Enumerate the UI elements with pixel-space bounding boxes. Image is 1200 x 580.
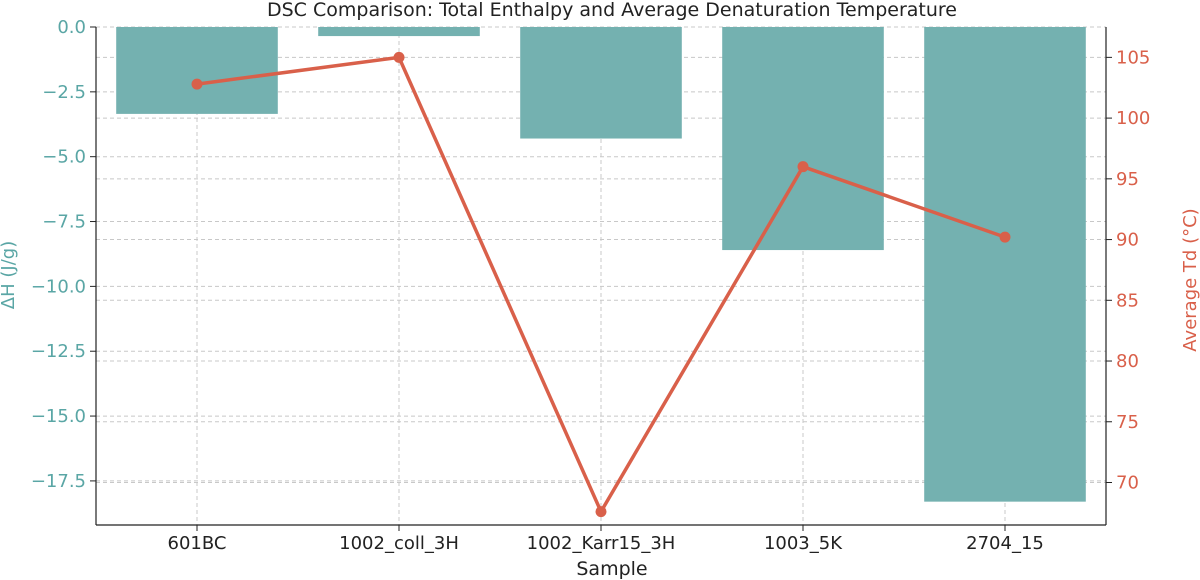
bar-2704_15 [924,27,1086,502]
td-point-2704_15 [999,231,1011,243]
x-tick-label: 1002_coll_3H [339,533,459,554]
left-tick-label: 0.0 [57,17,86,38]
bar-1002_coll_3H [318,27,480,37]
right-y-axis-label: Average Td (°C) [1180,208,1200,351]
right-tick-label: 75 [1116,412,1139,433]
td-point-1003_5K [797,161,809,173]
left-tick-label: −10.0 [31,276,86,297]
right-tick-label: 95 [1116,169,1139,190]
td-point-601BC [191,78,203,90]
left-tick-label: −15.0 [31,406,86,427]
left-tick-label: −12.5 [31,341,86,362]
bar-601BC [116,27,278,114]
right-tick-label: 90 [1116,230,1139,251]
left-y-axis-label: ΔH (J/g) [0,241,19,309]
right-tick-label: 70 [1116,472,1139,493]
bar-1002_Karr15_3H [520,27,682,139]
x-axis-label: Sample [576,558,647,580]
right-tick-label: 85 [1116,290,1139,311]
x-tick-label: 2704_15 [966,533,1044,554]
line-series [191,51,1011,518]
x-axis-ticks: 601BC 1002_coll_3H 1002_Karr15_3H 1003_5K 27… [168,525,1044,554]
x-tick-label: 1002_Karr15_3H [527,533,676,554]
td-point-1002_Karr15_3H [595,506,607,518]
right-tick-label: 105 [1116,47,1150,68]
bar-1003_5K [722,27,884,251]
x-tick-label: 601BC [168,533,227,554]
td-point-1002_coll_3H [393,51,405,63]
x-tick-label: 1003_5K [764,533,843,554]
bar-series [116,27,1086,502]
right-tick-label: 80 [1116,351,1139,372]
chart-title: DSC Comparison: Total Enthalpy and Avera… [267,0,957,21]
left-tick-label: −7.5 [42,212,86,233]
left-tick-label: −2.5 [42,82,86,103]
left-axis-ticks: 0.0 −2.5 −5.0 −7.5 −10.0 −12.5 −15.0 −17.5 [31,17,96,492]
left-tick-label: −5.0 [42,147,86,168]
right-tick-label: 100 [1116,108,1150,129]
right-axis-ticks: 70 75 80 85 90 95 100 105 [1106,47,1150,493]
left-tick-label: −17.5 [31,471,86,492]
